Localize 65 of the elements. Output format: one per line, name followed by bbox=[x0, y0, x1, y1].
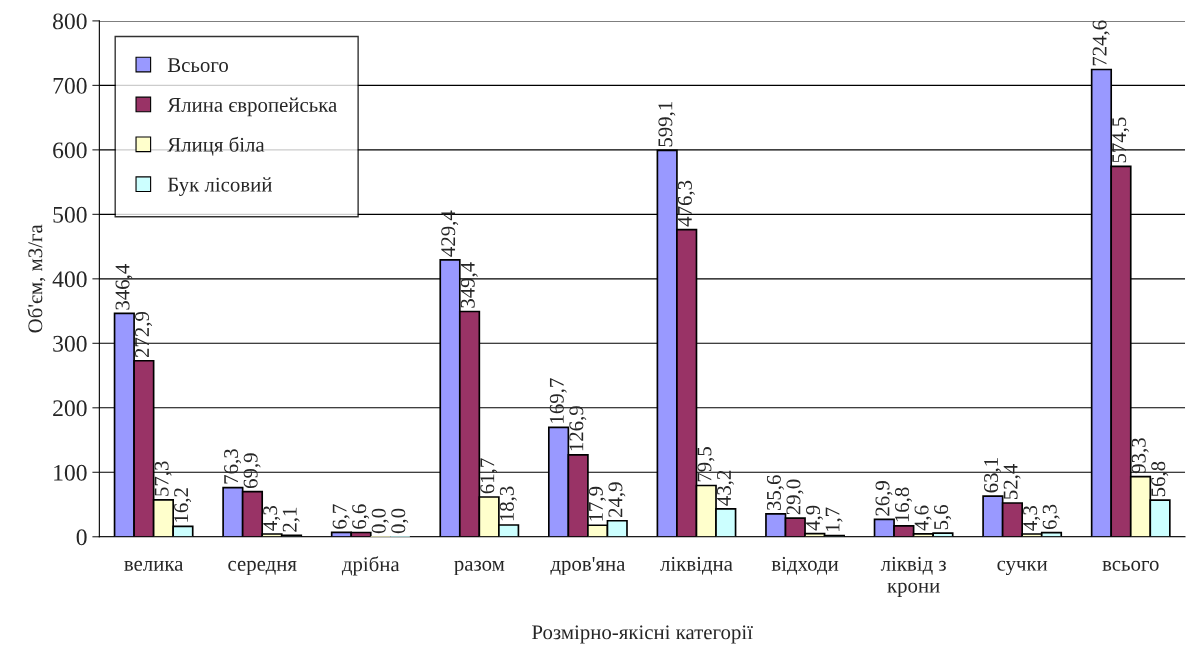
y-tick-label: 0 bbox=[76, 529, 87, 546]
x-tick-label: разом bbox=[454, 560, 505, 576]
x-axis-title: Розмірно-якісні категорії bbox=[532, 625, 753, 644]
data-label: 346,4 bbox=[115, 264, 133, 310]
y-tick-label: 400 bbox=[52, 271, 87, 288]
x-tick-label: ліквід з крони bbox=[880, 556, 946, 597]
y-tick-label: 100 bbox=[54, 464, 87, 481]
data-label: 56,8 bbox=[1151, 461, 1169, 497]
x-tick-label: дров'яна bbox=[550, 557, 626, 576]
data-label: 24,9 bbox=[608, 482, 626, 518]
data-label: 0,0 bbox=[391, 508, 409, 534]
x-tick-label: відходи bbox=[771, 556, 839, 575]
data-label: 349,4 bbox=[460, 262, 478, 308]
data-label: 16,2 bbox=[174, 488, 192, 522]
data-label: 429,4 bbox=[441, 210, 459, 257]
data-label: 272,9 bbox=[135, 311, 153, 358]
data-label: 93,3 bbox=[1131, 438, 1149, 474]
data-label: 76,3 bbox=[224, 449, 242, 484]
legend-label: Бук лісовий bbox=[167, 177, 272, 196]
data-label: 1,7 bbox=[825, 507, 843, 532]
data-label: 4,3 bbox=[263, 505, 281, 531]
legend-label: Ялина європейська bbox=[167, 97, 337, 117]
data-label: 0,0 bbox=[371, 508, 389, 534]
y-tick-label: 500 bbox=[53, 206, 87, 223]
data-label: 6,3 bbox=[1042, 504, 1060, 530]
data-label: 63,1 bbox=[984, 458, 1002, 493]
data-label: 724,6 bbox=[1092, 20, 1110, 66]
data-label: 35,6 bbox=[766, 475, 784, 511]
legend-label: Всього bbox=[167, 58, 228, 73]
y-tick-label: 300 bbox=[53, 335, 87, 352]
data-label: 476,3 bbox=[677, 180, 695, 227]
data-label: 4,3 bbox=[1023, 505, 1041, 531]
y-tick-label: 700 bbox=[53, 77, 87, 94]
x-tick-label: дрібна bbox=[341, 556, 400, 576]
x-tick-label: середня bbox=[228, 560, 297, 576]
data-label: 126,9 bbox=[569, 406, 587, 451]
data-label: 79,5 bbox=[697, 447, 715, 482]
data-label: 4,6 bbox=[914, 505, 932, 531]
data-label: 169,7 bbox=[549, 378, 567, 423]
x-tick-label: сучки bbox=[997, 560, 1048, 576]
y-axis-title: Об'єм, м3/га bbox=[27, 224, 46, 333]
data-label: 574,5 bbox=[1112, 117, 1130, 163]
y-tick-label: 200 bbox=[53, 400, 87, 417]
y-tick-label: 600 bbox=[53, 142, 87, 159]
data-label: 69,9 bbox=[243, 453, 261, 489]
data-label: 6,6 bbox=[352, 504, 370, 529]
data-label: 26,9 bbox=[875, 481, 893, 516]
data-label: 599,1 bbox=[658, 102, 676, 147]
data-label: 16,8 bbox=[894, 487, 913, 522]
x-tick-label: велика bbox=[124, 560, 184, 571]
legend-label: Ялиця біла bbox=[167, 136, 265, 156]
data-label: 29,0 bbox=[786, 479, 804, 515]
data-label: 6,7 bbox=[332, 504, 350, 529]
data-label: 18,3 bbox=[499, 486, 517, 521]
x-tick-label: всього bbox=[1102, 560, 1159, 571]
data-label: 57,3 bbox=[154, 461, 172, 496]
data-label: 17,9 bbox=[588, 486, 606, 521]
data-label: 43,2 bbox=[717, 470, 734, 506]
data-label: 61,7 bbox=[480, 458, 498, 494]
data-label: 52,4 bbox=[1003, 464, 1021, 499]
y-tick-label: 800 bbox=[53, 13, 87, 30]
x-tick-label: ліквідна bbox=[660, 556, 733, 575]
data-label: 4,9 bbox=[806, 505, 824, 531]
data-label: 2,1 bbox=[282, 507, 300, 532]
data-label: 5,6 bbox=[934, 504, 952, 530]
